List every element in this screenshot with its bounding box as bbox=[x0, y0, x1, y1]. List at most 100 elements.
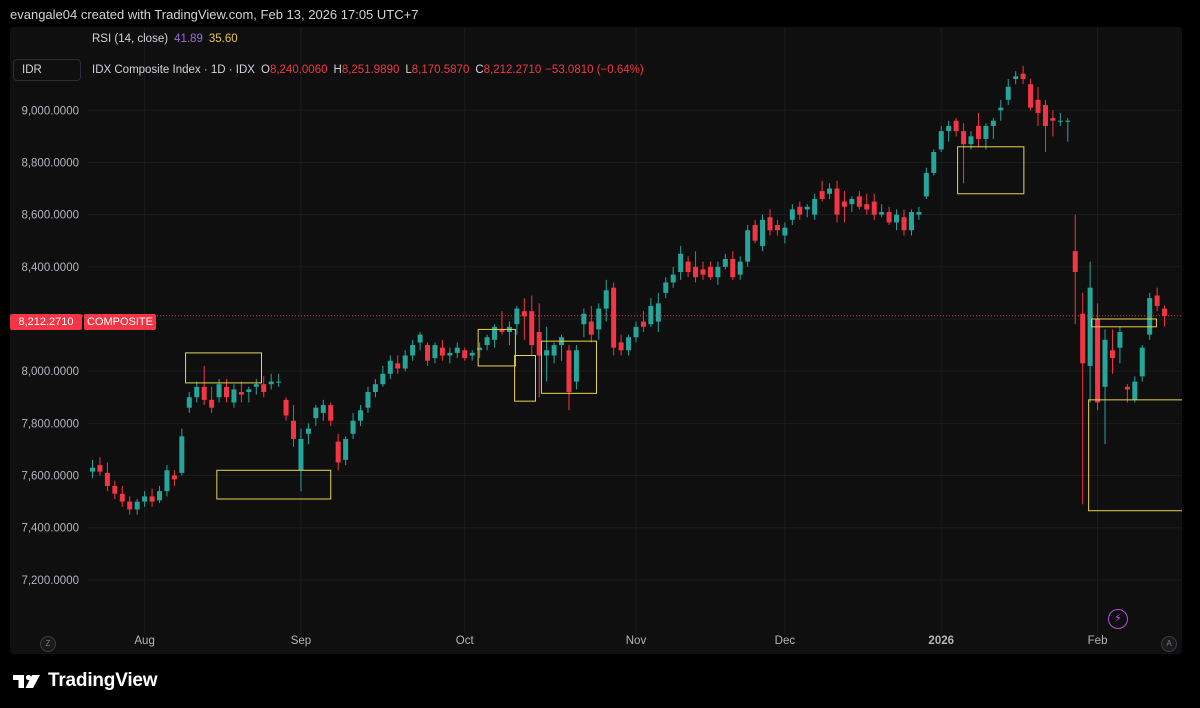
candle[interactable] bbox=[737, 256, 743, 280]
candle[interactable] bbox=[990, 118, 996, 139]
candle[interactable] bbox=[760, 214, 766, 252]
candle[interactable] bbox=[588, 305, 594, 343]
candle[interactable] bbox=[923, 167, 929, 199]
candle[interactable] bbox=[320, 399, 326, 421]
candle[interactable] bbox=[886, 206, 892, 226]
candle[interactable] bbox=[946, 120, 952, 142]
candle[interactable] bbox=[335, 433, 341, 471]
candle[interactable] bbox=[142, 491, 148, 507]
candle[interactable] bbox=[425, 342, 431, 366]
candle[interactable] bbox=[112, 480, 118, 499]
candle[interactable] bbox=[1005, 78, 1011, 106]
candle[interactable] bbox=[998, 99, 1004, 121]
candle[interactable] bbox=[157, 485, 163, 503]
candle[interactable] bbox=[1042, 99, 1048, 153]
currency-selector[interactable]: IDR bbox=[13, 59, 81, 81]
candle[interactable] bbox=[693, 251, 699, 283]
candle[interactable] bbox=[871, 193, 877, 220]
candle[interactable] bbox=[685, 256, 691, 278]
bolt-icon[interactable]: ⚡ bbox=[1108, 609, 1128, 629]
candle[interactable] bbox=[953, 118, 959, 137]
candle[interactable] bbox=[454, 342, 460, 359]
candle[interactable] bbox=[804, 204, 810, 218]
candle[interactable] bbox=[164, 465, 170, 497]
candle[interactable] bbox=[752, 219, 758, 244]
candle[interactable] bbox=[1065, 118, 1071, 142]
candle[interactable] bbox=[603, 279, 609, 322]
candle[interactable] bbox=[186, 392, 192, 413]
candle[interactable] bbox=[722, 253, 728, 270]
candle[interactable] bbox=[596, 303, 602, 340]
candle[interactable] bbox=[380, 365, 386, 387]
candle[interactable] bbox=[1117, 326, 1123, 364]
candle[interactable] bbox=[477, 342, 483, 359]
candle[interactable] bbox=[1095, 303, 1101, 411]
annotation-box[interactable] bbox=[957, 146, 1025, 195]
candle[interactable] bbox=[387, 355, 393, 379]
candle[interactable] bbox=[97, 457, 103, 476]
candle[interactable] bbox=[767, 209, 773, 236]
zoom-reset-button[interactable]: Z bbox=[40, 636, 56, 652]
candle[interactable] bbox=[268, 373, 274, 390]
annotation-box[interactable] bbox=[1091, 318, 1157, 328]
candle[interactable] bbox=[1139, 345, 1145, 382]
annotation-box[interactable] bbox=[477, 328, 516, 367]
candle[interactable] bbox=[819, 180, 825, 202]
candle[interactable] bbox=[1072, 214, 1078, 325]
candle[interactable] bbox=[529, 295, 535, 356]
candle[interactable] bbox=[462, 347, 468, 361]
candle[interactable] bbox=[410, 339, 416, 361]
candle[interactable] bbox=[1162, 305, 1168, 327]
candle[interactable] bbox=[901, 209, 907, 236]
candle[interactable] bbox=[633, 321, 639, 343]
candle[interactable] bbox=[894, 209, 900, 231]
candle[interactable] bbox=[983, 123, 989, 150]
candle[interactable] bbox=[879, 204, 885, 218]
candle[interactable] bbox=[1154, 287, 1160, 312]
candle[interactable] bbox=[514, 305, 520, 335]
candle[interactable] bbox=[194, 381, 200, 403]
candle[interactable] bbox=[521, 298, 527, 340]
candlestick-chart[interactable]: 7,200.0000 7,400.0000 7,600.0000 7,800.0000… bbox=[10, 27, 1182, 654]
candle[interactable] bbox=[506, 321, 512, 346]
candle[interactable] bbox=[149, 488, 155, 507]
candle[interactable] bbox=[864, 193, 870, 215]
candle[interactable] bbox=[1057, 112, 1063, 126]
rsi-legend[interactable]: RSI (14, close) 41.89 35.60 bbox=[92, 33, 238, 45]
candle[interactable] bbox=[343, 436, 349, 466]
candle[interactable] bbox=[119, 485, 125, 507]
candle[interactable] bbox=[171, 470, 177, 486]
candle[interactable] bbox=[581, 308, 587, 338]
candle[interactable] bbox=[358, 405, 364, 426]
candle[interactable] bbox=[975, 112, 981, 147]
candle[interactable] bbox=[611, 282, 617, 356]
candle[interactable] bbox=[916, 206, 922, 220]
candle[interactable] bbox=[774, 219, 780, 236]
candle[interactable] bbox=[90, 459, 95, 479]
candle[interactable] bbox=[350, 412, 356, 439]
candle[interactable] bbox=[849, 196, 855, 213]
candle[interactable] bbox=[104, 462, 110, 492]
candle[interactable] bbox=[1132, 376, 1138, 403]
candle[interactable] bbox=[559, 334, 565, 361]
candle[interactable] bbox=[856, 191, 862, 210]
candle[interactable] bbox=[395, 355, 401, 374]
candle[interactable] bbox=[469, 350, 475, 361]
candle[interactable] bbox=[328, 402, 334, 426]
candle[interactable] bbox=[283, 397, 289, 421]
candle[interactable] bbox=[1087, 261, 1093, 403]
candle[interactable] bbox=[209, 386, 215, 413]
candle[interactable] bbox=[544, 326, 550, 382]
candle[interactable] bbox=[730, 251, 736, 280]
candle[interactable] bbox=[305, 423, 311, 445]
candle[interactable] bbox=[640, 311, 646, 333]
candle[interactable] bbox=[573, 345, 579, 390]
candle[interactable] bbox=[618, 334, 624, 356]
candle[interactable] bbox=[432, 342, 438, 364]
candle[interactable] bbox=[402, 350, 408, 372]
candle[interactable] bbox=[127, 496, 133, 515]
candle[interactable] bbox=[797, 201, 803, 220]
candle[interactable] bbox=[484, 334, 490, 351]
candle[interactable] bbox=[365, 386, 371, 413]
candle[interactable] bbox=[1013, 71, 1019, 85]
